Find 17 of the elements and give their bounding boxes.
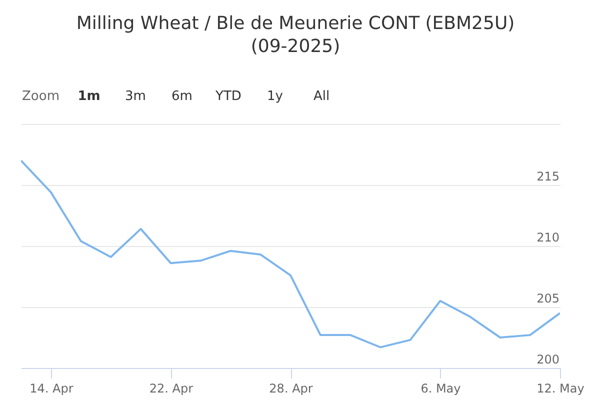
text: YTD (214, 89, 242, 104)
text: All (313, 89, 330, 104)
x-tick-label: 12. May (536, 382, 584, 396)
chart-title: Milling Wheat / Ble de Meunerie CONT (EBM25U) (09-2025) (76, 13, 515, 57)
text: Zoom (22, 89, 60, 104)
y-tick-label: 200 (536, 352, 560, 366)
y-tick-label: 205 (536, 292, 560, 306)
x-tick-label: 6. May (420, 382, 461, 396)
text: 3m (125, 89, 146, 104)
y-tick-label: 215 (536, 170, 560, 184)
text: 1m (78, 89, 100, 104)
x-tick-label: 28. Apr (269, 382, 313, 396)
text: 6m (172, 89, 192, 104)
x-tick-label: 14. Apr (30, 382, 74, 396)
text: 1y (267, 89, 284, 104)
x-tick-label: 22. Apr (149, 382, 194, 396)
y-tick-label: 210 (536, 230, 560, 244)
